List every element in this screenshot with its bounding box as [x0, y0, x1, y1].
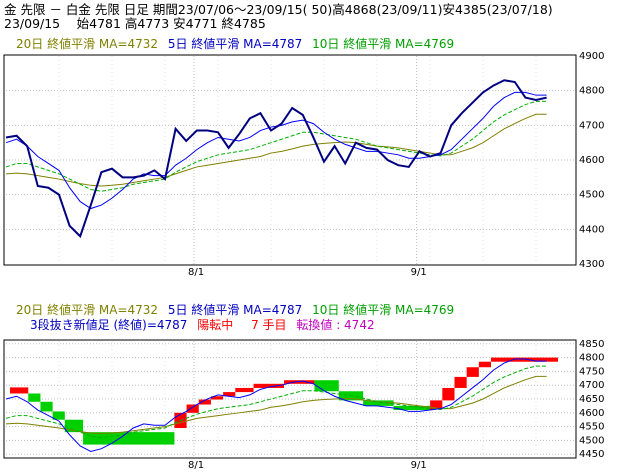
- y-tick-label: 4650: [579, 394, 604, 405]
- legend-ma10: 10日 終値平滑 MA=4769: [312, 303, 455, 317]
- x-tick-label: 9/1: [411, 267, 427, 278]
- x-tick-label: 8/1: [188, 460, 204, 471]
- top-series: [5, 79, 547, 239]
- brick-down: [314, 380, 339, 392]
- x-tick-label: 8/1: [188, 267, 204, 278]
- series-line-ma5: [5, 358, 547, 453]
- legend-ma10: 10日 終値平滑 MA=4769: [312, 37, 455, 51]
- tick-labels: 4300 4400 4500 4600 4700 4800 4900 8/1 9/1 4450 45…: [188, 51, 604, 471]
- top-grid: [6, 56, 574, 264]
- series-line-close: [5, 79, 547, 239]
- y-tick-label: 4300: [579, 259, 604, 270]
- legend-ma5: 5日 終値平滑 MA=4787: [167, 37, 303, 51]
- y-tick-label: 4450: [579, 449, 604, 460]
- legend-ma20: 20日 終値平滑 MA=4732: [16, 37, 159, 51]
- series-line-ma20: [5, 375, 547, 435]
- brick-down: [28, 393, 41, 402]
- bottom-panel-frame: [3, 339, 577, 459]
- brick-up: [198, 399, 211, 405]
- brick-up: [210, 396, 224, 400]
- brick-down: [83, 432, 175, 445]
- status-reversal: 転換値 : 4742: [296, 318, 375, 332]
- x-tick-label: 9/1: [411, 460, 427, 471]
- brick-up: [253, 383, 284, 388]
- status-state: 陽転中: [197, 318, 234, 332]
- brick-up: [235, 387, 254, 393]
- series-line-ma10: [5, 365, 547, 439]
- y-tick-label: 4400: [579, 224, 604, 235]
- y-tick-label: 4600: [579, 155, 604, 166]
- brick-up: [442, 387, 455, 401]
- brick-up: [478, 361, 492, 368]
- chart-header-line2: 23/09/15 始4781 高4773 安4771 終4785: [4, 16, 266, 31]
- bottom-bricks: [10, 357, 558, 445]
- brick-up: [223, 392, 236, 397]
- brick-up: [430, 400, 443, 410]
- status-prefix: 3段抜き新値足 (終値)=4787: [30, 318, 188, 332]
- bottom-legend: 20日 終値平滑 MA=4732 5日 終値平滑 MA=4787 10日 終値平…: [16, 303, 460, 317]
- y-tick-label: 4550: [579, 422, 604, 433]
- brick-down: [52, 411, 65, 420]
- brick-up: [454, 376, 467, 388]
- y-tick-label: 4500: [579, 190, 604, 201]
- y-tick-label: 4800: [579, 353, 604, 364]
- y-tick-label: 4500: [579, 435, 604, 446]
- bottom-series: [5, 358, 547, 453]
- legend-ma5: 5日 終値平滑 MA=4787: [167, 303, 303, 317]
- brick-up: [10, 387, 29, 394]
- y-tick-label: 4900: [579, 51, 604, 62]
- brick-up: [466, 367, 479, 377]
- status-count: 7 手目: [251, 318, 287, 332]
- brick-down: [64, 419, 84, 433]
- y-tick-label: 4600: [579, 408, 604, 419]
- brick-down: [393, 405, 431, 411]
- brick-down: [363, 400, 394, 406]
- series-line-ma10: [5, 100, 547, 192]
- y-tick-label: 4800: [579, 86, 604, 97]
- bottom-status-line: 3段抜き新値足 (終値)=4787 陽転中 7 手目 転換値 : 4742: [30, 318, 381, 332]
- top-panel-frame: [3, 54, 577, 266]
- y-tick-label: 4850: [579, 339, 604, 350]
- brick-up: [186, 404, 199, 413]
- y-tick-label: 4750: [579, 366, 604, 377]
- chart-header-line1: 金 先限 － 白金 先限 日足 期間23/07/06～23/09/15( 50)…: [4, 2, 553, 17]
- legend-ma20: 20日 終値平滑 MA=4732: [16, 303, 159, 317]
- brick-down: [40, 401, 53, 412]
- y-tick-label: 4700: [579, 120, 604, 131]
- brick-up: [491, 357, 558, 362]
- top-legend: 20日 終値平滑 MA=4732 5日 終値平滑 MA=4787 10日 終値平…: [16, 37, 460, 51]
- y-tick-label: 4700: [579, 380, 604, 391]
